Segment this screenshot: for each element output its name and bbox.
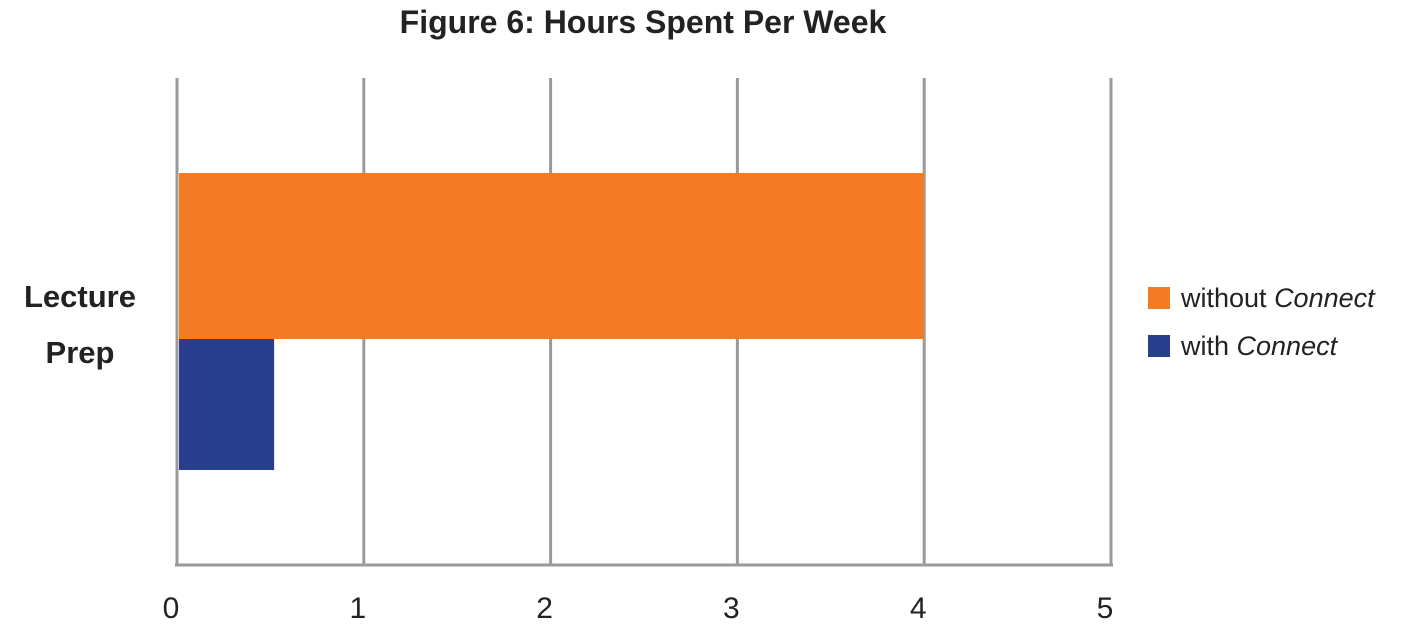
bars bbox=[179, 173, 925, 470]
legend-swatch-without-connect bbox=[1148, 287, 1170, 309]
category-label-line-2: Prep bbox=[46, 335, 115, 370]
bar-without-connect bbox=[179, 173, 925, 339]
category-labels: Lecture Prep bbox=[24, 279, 136, 370]
x-tick-label-5: 5 bbox=[1097, 592, 1114, 625]
legend-label-with-connect: with Connect bbox=[1180, 331, 1339, 361]
x-tick-label-2: 2 bbox=[536, 592, 553, 625]
legend-swatch-with-connect bbox=[1148, 335, 1170, 357]
x-tick-label-1: 1 bbox=[349, 592, 366, 625]
x-tick-label-4: 4 bbox=[910, 592, 927, 625]
x-tick-label-0: 0 bbox=[163, 592, 180, 625]
x-tick-label-3: 3 bbox=[723, 592, 740, 625]
legend: without Connect with Connect bbox=[1148, 283, 1376, 361]
x-axis: 0 1 2 3 4 5 bbox=[163, 563, 1114, 625]
chart-title: Figure 6: Hours Spent Per Week bbox=[400, 4, 887, 40]
category-label-line-1: Lecture bbox=[24, 279, 136, 314]
legend-label-without-connect: without Connect bbox=[1180, 283, 1376, 313]
bar-with-connect bbox=[179, 339, 275, 470]
